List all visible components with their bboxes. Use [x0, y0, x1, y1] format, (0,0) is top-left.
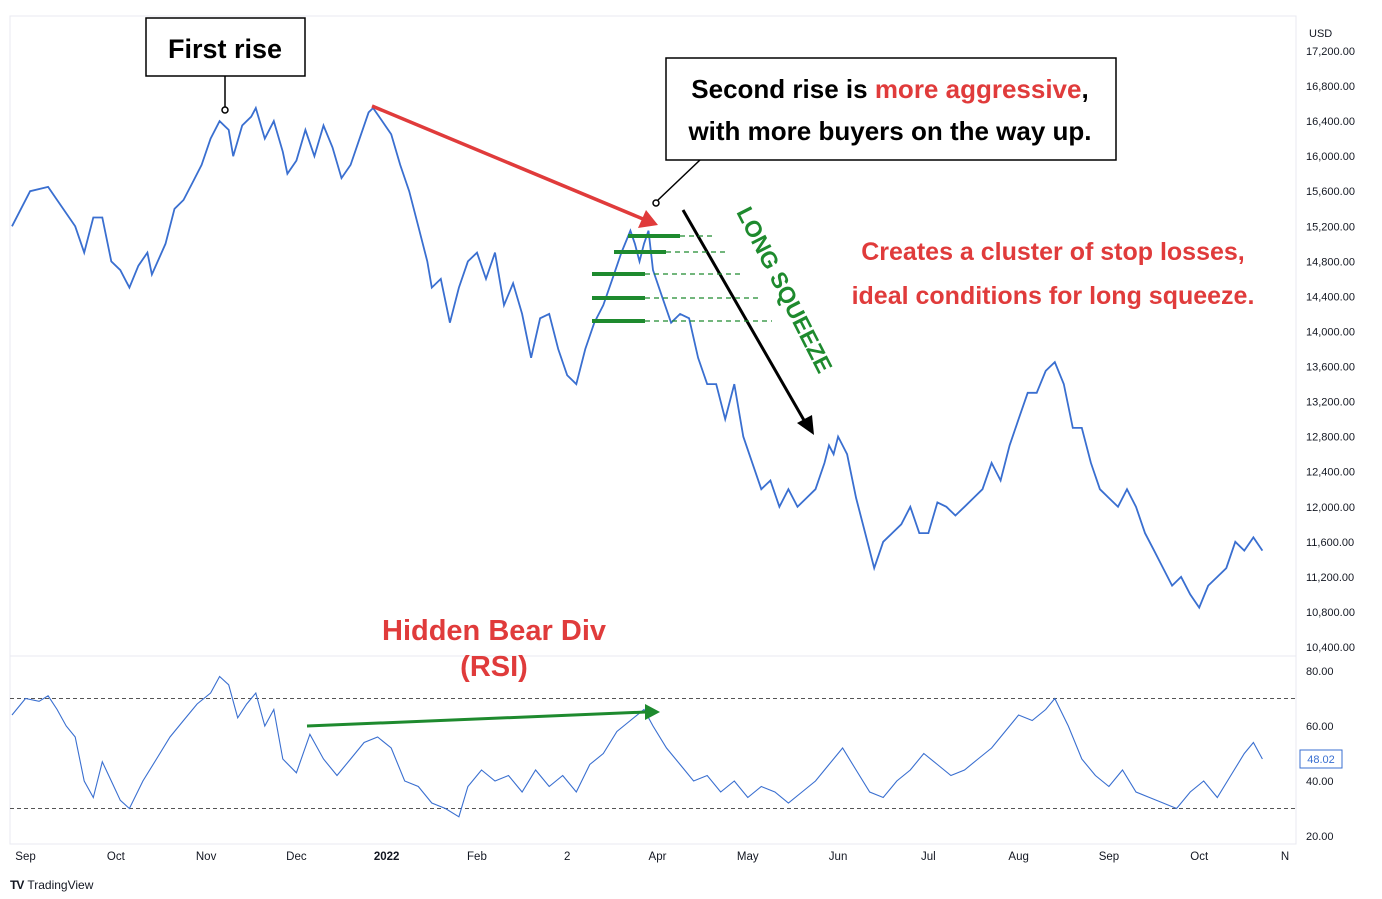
rsi-series-line: [11, 675, 1263, 818]
tradingview-logo[interactable]: TV: [10, 878, 24, 892]
rsi-tick-label: 40.00: [1306, 776, 1334, 788]
time-tick-label: Sep: [1099, 851, 1119, 863]
rsi-reference-lines: [10, 698, 1296, 809]
time-tick-label: Apr: [649, 851, 667, 863]
currency-label: USD: [1309, 28, 1332, 40]
cluster-line2: ideal conditions for long squeeze.: [852, 282, 1255, 310]
rsi-tick-label: 80.00: [1306, 666, 1334, 678]
long-squeeze-arrow-head: [797, 415, 814, 435]
cluster-line1: Creates a cluster of stop losses,: [861, 238, 1244, 266]
price-axis: 17,200.00 16,800.00 16,400.00 16,000.00 15,6…: [1298, 18, 1378, 654]
price-tick-label: 14,400.00: [1306, 291, 1355, 303]
price-tick-label: 16,800.00: [1306, 81, 1355, 93]
time-tick-label: 2022: [374, 851, 400, 863]
second-rise-marker: [652, 199, 660, 207]
time-tick-label: Feb: [467, 851, 487, 863]
second-rise-connector: [657, 159, 701, 201]
time-tick-label: N: [1281, 851, 1289, 863]
price-tick-label: 12,400.00: [1306, 467, 1355, 479]
rsi-axis: 80.00 60.00 40.00 20.00: [1306, 666, 1334, 843]
second-rise-box: [665, 57, 1117, 161]
price-tick-label: 13,600.00: [1306, 362, 1355, 374]
price-tick-label: 17,200.00: [1306, 46, 1355, 58]
price-tick-label: 11,600.00: [1306, 537, 1354, 549]
price-tick-label: 10,400.00: [1306, 642, 1355, 654]
time-tick-label: Jun: [829, 851, 848, 863]
rsi-tick-label: 60.00: [1306, 721, 1334, 733]
time-tick-label: Dec: [286, 851, 307, 863]
first-rise-box: [145, 17, 306, 77]
time-tick-label: May: [737, 851, 759, 863]
price-tick-label: 12,000.00: [1306, 502, 1355, 514]
time-tick-label: Oct: [107, 851, 126, 863]
rsi-divergence-arrow-head: [645, 704, 660, 720]
price-tick-label: 16,000.00: [1306, 151, 1355, 163]
time-axis: Sep Oct Nov Dec 2022 Feb 2 Apr May Jun Jul Aug Sep Oc…: [15, 851, 1289, 863]
first-rise-label: First rise: [168, 34, 282, 64]
time-tick-label: Nov: [196, 851, 217, 863]
price-tick-label: 16,400.00: [1306, 116, 1355, 128]
second-rise-line1-end: ,: [1081, 74, 1088, 104]
red-arrow-head: [638, 210, 658, 228]
price-tick-label: 11,200.00: [1306, 572, 1354, 584]
footer: TV TradingView: [10, 878, 93, 892]
price-tick-label: 15,600.00: [1306, 186, 1355, 198]
tradingview-brand[interactable]: TradingView: [27, 878, 94, 892]
time-tick-label: Aug: [1008, 851, 1028, 863]
rsi-tick-label: 20.00: [1306, 831, 1334, 843]
first-rise-marker: [221, 106, 229, 114]
hidden-bear-line2: (RSI): [460, 651, 528, 683]
stop-loss-cluster: [592, 234, 772, 323]
time-tick-label: Jul: [921, 851, 936, 863]
price-tick-label: 12,800.00: [1306, 432, 1355, 444]
second-rise-line2: with more buyers on the way up.: [687, 116, 1091, 146]
hidden-bear-line1: Hidden Bear Div: [382, 615, 606, 647]
second-rise-highlight: more aggressive: [875, 74, 1082, 104]
second-rise-line1-start: Second rise is: [691, 74, 875, 104]
second-rise-line1: Second rise is more aggressive,: [691, 74, 1088, 104]
rsi-value-label: 48.02: [1307, 754, 1335, 766]
price-tick-label: 14,000.00: [1306, 326, 1355, 338]
time-tick-label: 2: [564, 851, 570, 863]
price-tick-label: 14,800.00: [1306, 256, 1355, 268]
rsi-divergence-arrow: [306, 710, 647, 728]
long-squeeze-arrow: [681, 209, 807, 423]
red-trend-arrow: [371, 104, 644, 221]
price-tick-label: 13,200.00: [1306, 397, 1355, 409]
price-tick-label: 15,200.00: [1306, 221, 1355, 233]
price-tick-label: 10,800.00: [1306, 607, 1355, 619]
time-tick-label: Oct: [1190, 851, 1209, 863]
time-tick-label: Sep: [15, 851, 35, 863]
rsi-value-badge: [1299, 749, 1343, 769]
